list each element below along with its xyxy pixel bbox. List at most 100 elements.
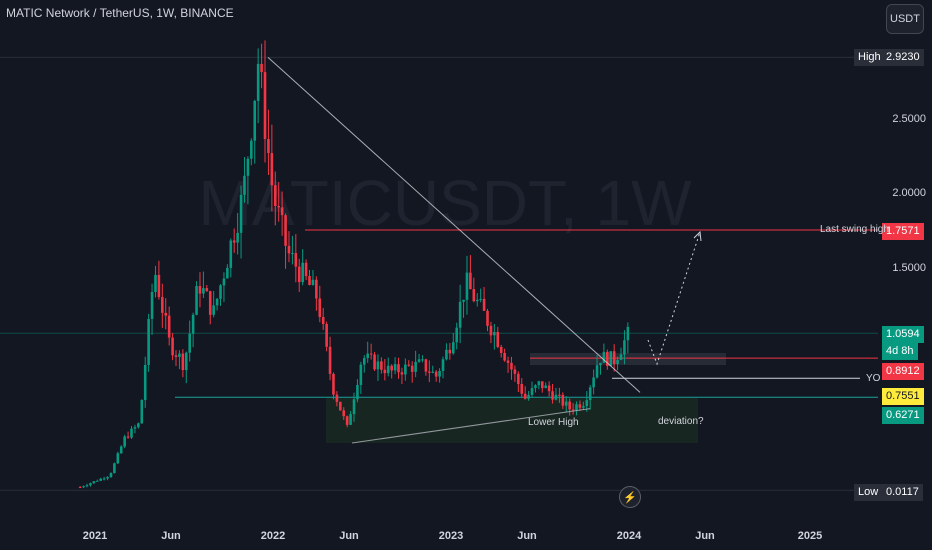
projection-path (647, 231, 701, 366)
candle-body (301, 262, 304, 283)
candle-body (133, 427, 137, 429)
candle-body (499, 346, 503, 353)
candle-body (414, 361, 417, 372)
candle-body (558, 394, 561, 396)
candle-body (273, 185, 277, 207)
projection-arrow (693, 230, 702, 242)
level-tag-0-8912: 0.8912 (882, 363, 924, 380)
candle-body (335, 394, 339, 402)
candle-body (489, 325, 493, 336)
price-tick-1-5: 1.5000 (892, 262, 926, 274)
candle-body (616, 359, 619, 365)
candle-body (239, 194, 243, 233)
candle-body (143, 364, 147, 401)
candle-body (89, 483, 92, 486)
candle-body (263, 72, 267, 140)
candle-body (551, 391, 554, 400)
candle-body (352, 399, 356, 415)
low-label: Low (854, 484, 883, 501)
candle-body (421, 359, 424, 361)
countdown-tag: 4d 8h (882, 343, 918, 360)
candle-body (246, 158, 250, 176)
candle-body (270, 153, 274, 186)
candle-body (130, 428, 133, 438)
candle-body (482, 298, 486, 311)
candle-body (126, 436, 130, 438)
candle-body (294, 253, 298, 267)
candle-body (424, 359, 428, 372)
candle-body (585, 400, 589, 407)
candle-body (328, 346, 332, 374)
candle-body (554, 394, 558, 400)
candle-body (595, 365, 599, 378)
candle-body (256, 63, 260, 101)
alert-bolt-icon[interactable]: ⚡ (619, 486, 641, 508)
watermark: MATICUSDT, 1W (198, 167, 692, 239)
candle-body (390, 365, 393, 371)
candle-body (465, 272, 469, 300)
candle-body (472, 289, 476, 302)
candle-body (226, 267, 229, 279)
candle-body (267, 139, 270, 154)
candle-body (520, 384, 524, 394)
candle-body (184, 352, 188, 371)
candle-body (287, 245, 291, 254)
candle-body (362, 358, 366, 365)
candle-body (195, 286, 198, 315)
high-label: High (854, 49, 885, 66)
candle-body (606, 351, 609, 367)
candle-body (191, 314, 195, 334)
candle-body (496, 331, 500, 347)
candle-body (318, 298, 322, 317)
candle-body (523, 393, 527, 399)
candle-body (619, 354, 623, 360)
price-tick-2-0: 2.0000 (892, 187, 926, 199)
candle-body (469, 272, 472, 290)
candle-body (407, 364, 411, 366)
candle-body (561, 394, 565, 406)
candle-body (332, 373, 335, 395)
candle-body (243, 175, 246, 195)
candle-body (451, 342, 455, 354)
currency-button[interactable]: USDT (886, 4, 924, 34)
candle-body (236, 232, 239, 243)
candle-body (547, 385, 551, 392)
candle-body (85, 485, 89, 487)
candle-body (222, 278, 226, 286)
candle-body (181, 353, 185, 371)
time-label-jun23: Jun (517, 530, 537, 542)
low-value: 0.0117 (882, 484, 923, 501)
candle-body (578, 404, 582, 408)
candle-body (503, 352, 506, 361)
level-tag-0-6271: 0.6271 (882, 407, 924, 424)
candle-body (308, 276, 311, 285)
candle-body (537, 381, 541, 386)
candle-body (386, 365, 390, 374)
candle-body (400, 372, 404, 375)
candle-body (393, 364, 397, 371)
candle-body (229, 240, 233, 268)
high-value: 2.9230 (882, 49, 924, 66)
time-label-2023: 2023 (438, 530, 464, 542)
candle-body (626, 326, 630, 341)
candle-body (188, 333, 192, 353)
candle-body (571, 409, 575, 411)
candle-body (178, 353, 181, 357)
candle-body (356, 384, 359, 400)
candle-body (161, 297, 164, 313)
candle-body (113, 463, 116, 474)
candle-body (493, 331, 496, 336)
candle-body (174, 355, 178, 357)
candle-body (119, 446, 123, 454)
candle-body (366, 353, 370, 359)
candle-body (602, 351, 606, 363)
candle-body (517, 373, 520, 385)
candle-body (297, 266, 301, 283)
candle-body (321, 316, 325, 325)
price-tick-2-5: 2.5000 (892, 113, 926, 125)
lower-high-line (351, 408, 591, 444)
candle-body (198, 286, 202, 294)
candle-body (106, 476, 109, 479)
candle-body (280, 207, 284, 216)
